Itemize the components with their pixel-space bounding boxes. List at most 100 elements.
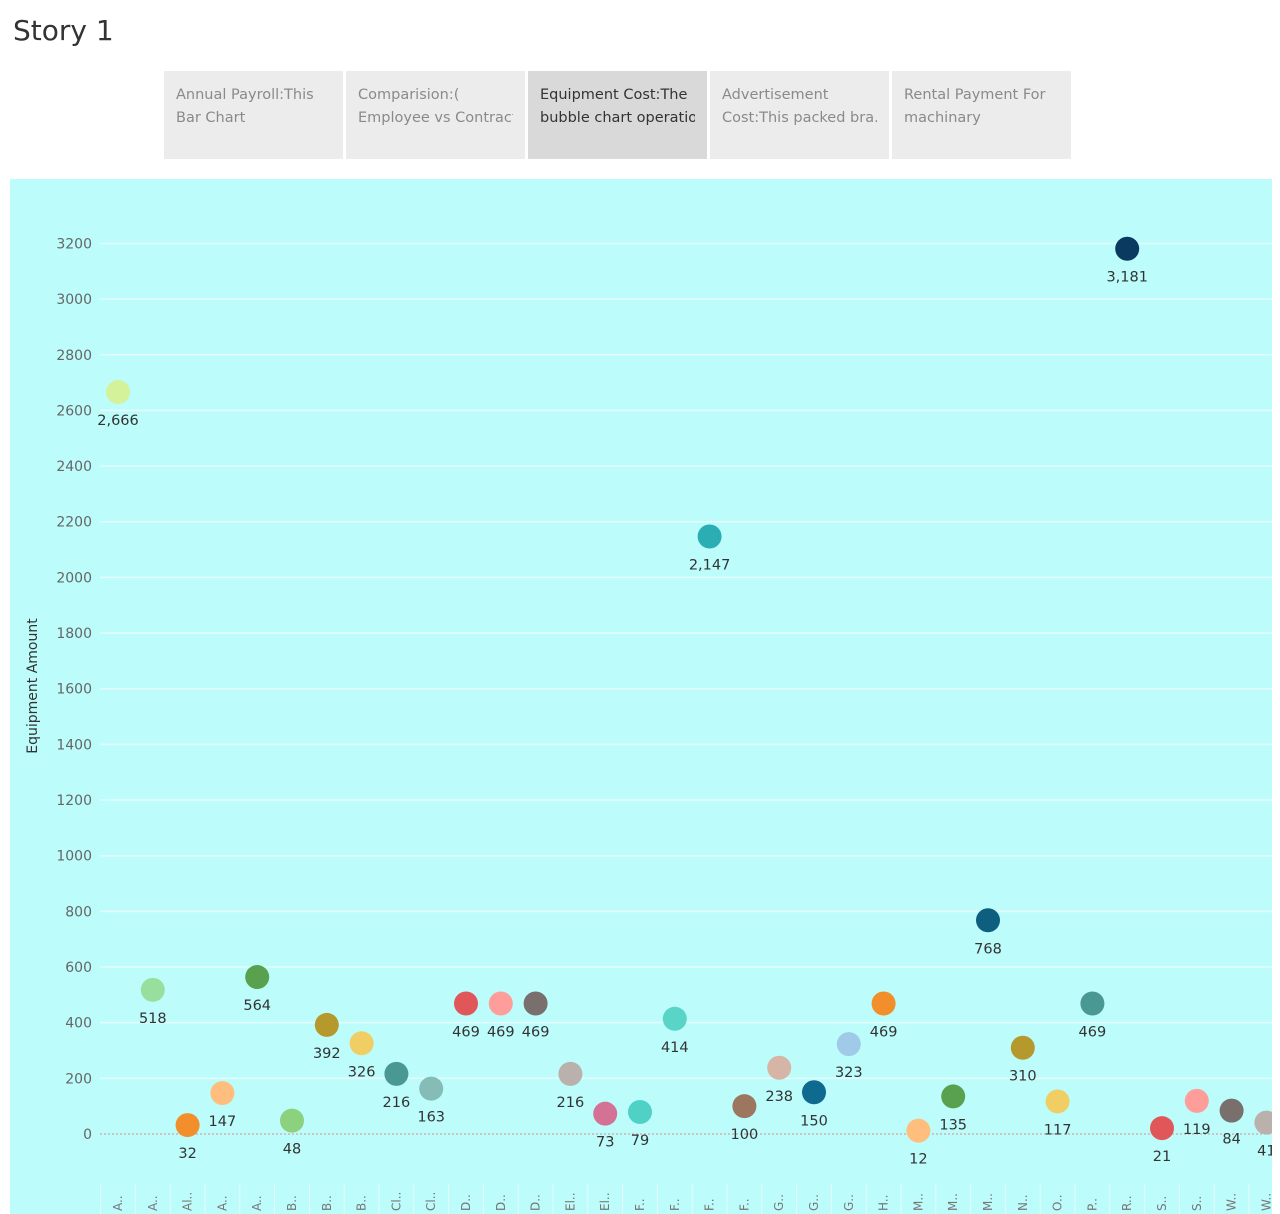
y-tick-label: 2800: [56, 348, 92, 364]
x-tick-label: El..: [598, 1192, 612, 1211]
tab-equipment-cost[interactable]: Equipment Cost:The bubble chart operatio…: [528, 71, 707, 159]
data-point: [697, 524, 722, 549]
y-tick-label: 1600: [56, 682, 92, 698]
x-tick-label: G..: [842, 1194, 856, 1211]
tab-annual-payroll[interactable]: Annual Payroll:This Bar Chart: [164, 71, 343, 159]
x-tick-label: R..: [1120, 1195, 1134, 1211]
x-tick-label: A..: [146, 1195, 160, 1211]
x-tick-label: H..: [877, 1195, 891, 1211]
data-point: [1219, 1098, 1244, 1123]
y-tick-label: 2000: [56, 570, 92, 586]
x-tick-label: F..: [703, 1198, 717, 1211]
data-label: 135: [939, 1117, 967, 1133]
data-point: [488, 991, 513, 1016]
x-tick-label: O..: [1051, 1194, 1065, 1211]
data-label: 216: [383, 1095, 411, 1111]
data-point: [384, 1061, 409, 1086]
data-label: 84: [1222, 1132, 1240, 1148]
data-point: [1150, 1116, 1174, 1141]
data-label: 469: [870, 1024, 898, 1040]
data-point: [1080, 991, 1105, 1016]
data-label: 79: [631, 1133, 649, 1149]
data-point: [419, 1076, 444, 1101]
tab-line-1: Comparision:(: [358, 87, 460, 103]
data-label: 41: [1257, 1144, 1272, 1160]
x-tick-label: P..: [1085, 1198, 1099, 1211]
chart-area: 0 200 400 600 800 1000 1200 1400 1600 1800 2000 220…: [10, 179, 1272, 1214]
data-point: [976, 908, 1000, 933]
data-label: 469: [487, 1024, 515, 1040]
story-tabs: Annual Payroll:This Bar Chart Comparisio…: [164, 71, 1071, 159]
data-point: [454, 991, 478, 1016]
data-point: [1115, 236, 1140, 261]
tab-line-1: Annual Payroll:This: [176, 87, 314, 103]
data-label: 238: [765, 1089, 793, 1105]
x-tick-label: A..: [250, 1195, 264, 1211]
tab-advertisement[interactable]: Advertisement Cost:This packed bra..: [710, 71, 889, 159]
tab-line-2: bubble chart operatio..: [540, 110, 695, 126]
x-tick-label: G..: [772, 1194, 786, 1211]
data-label: 100: [731, 1127, 759, 1143]
x-tick-label: M..: [911, 1193, 925, 1211]
y-tick-label: 1000: [56, 849, 92, 865]
x-tick-label: S..: [1155, 1196, 1169, 1211]
data-point: [593, 1101, 618, 1126]
data-point: [280, 1108, 304, 1133]
data-point: [1045, 1089, 1070, 1114]
x-tick-label: F..: [668, 1198, 682, 1211]
x-tick-label: Cl..: [424, 1192, 438, 1211]
data-point: [245, 965, 270, 990]
y-axis-label: Equipment Amount: [25, 618, 41, 754]
data-point: [175, 1113, 200, 1138]
y-tick-label: 3200: [56, 236, 92, 252]
data-point: [906, 1118, 931, 1143]
data-label: 117: [1044, 1122, 1072, 1138]
x-tick-label: G..: [807, 1194, 821, 1211]
data-label: 216: [557, 1095, 585, 1111]
data-point: [871, 991, 896, 1016]
tab-comparision[interactable]: Comparision:( Employee vs Contract..: [346, 71, 525, 159]
tab-rental-payment[interactable]: Rental Payment For machinary: [892, 71, 1071, 159]
y-tick-label: 200: [65, 1071, 92, 1087]
y-tick-label: 1200: [56, 793, 92, 809]
tab-line-2: machinary: [904, 110, 981, 126]
tab-line-1: Rental Payment For: [904, 87, 1046, 103]
data-point: [210, 1081, 235, 1106]
data-label: 48: [283, 1142, 301, 1158]
data-label: 32: [178, 1146, 196, 1162]
data-point: [1010, 1035, 1035, 1060]
data-label: 414: [661, 1040, 689, 1056]
y-tick-label: 800: [65, 904, 92, 920]
x-tick-label: Al..: [181, 1192, 195, 1211]
bubble-chart: 0 200 400 600 800 1000 1200 1400 1600 1800 2000 220…: [25, 236, 1272, 1214]
y-tick-label: 1400: [56, 737, 92, 753]
x-tick-label: W..: [1225, 1193, 1239, 1211]
data-label: 469: [522, 1024, 550, 1040]
data-label: 21: [1153, 1149, 1171, 1165]
data-point: [314, 1012, 339, 1037]
data-point: [662, 1006, 687, 1031]
data-point: [558, 1061, 583, 1086]
data-point: [106, 380, 130, 405]
data-label: 2,147: [689, 557, 731, 573]
data-point: [836, 1032, 861, 1057]
x-tick-label: D..: [459, 1194, 473, 1211]
x-tick-label: M..: [946, 1193, 960, 1211]
y-tick-label: 2200: [56, 515, 92, 531]
x-tick-label: B..: [355, 1195, 369, 1211]
data-label: 310: [1009, 1069, 1037, 1085]
data-label: 518: [139, 1011, 167, 1027]
data-point: [941, 1084, 966, 1109]
tab-line-2: Cost:This packed bra..: [722, 110, 877, 126]
data-label: 150: [800, 1113, 828, 1129]
data-label: 12: [909, 1152, 927, 1168]
story-title: Story 1: [13, 14, 114, 47]
x-tick-label: W..: [1259, 1193, 1272, 1211]
x-tick-label: B..: [320, 1195, 334, 1211]
data-label: 2,666: [97, 413, 139, 429]
data-label: 73: [596, 1135, 614, 1151]
x-tick-label: D..: [494, 1194, 508, 1211]
data-label: 3,181: [1106, 270, 1148, 286]
data-point: [140, 977, 165, 1002]
data-point: [732, 1094, 757, 1119]
